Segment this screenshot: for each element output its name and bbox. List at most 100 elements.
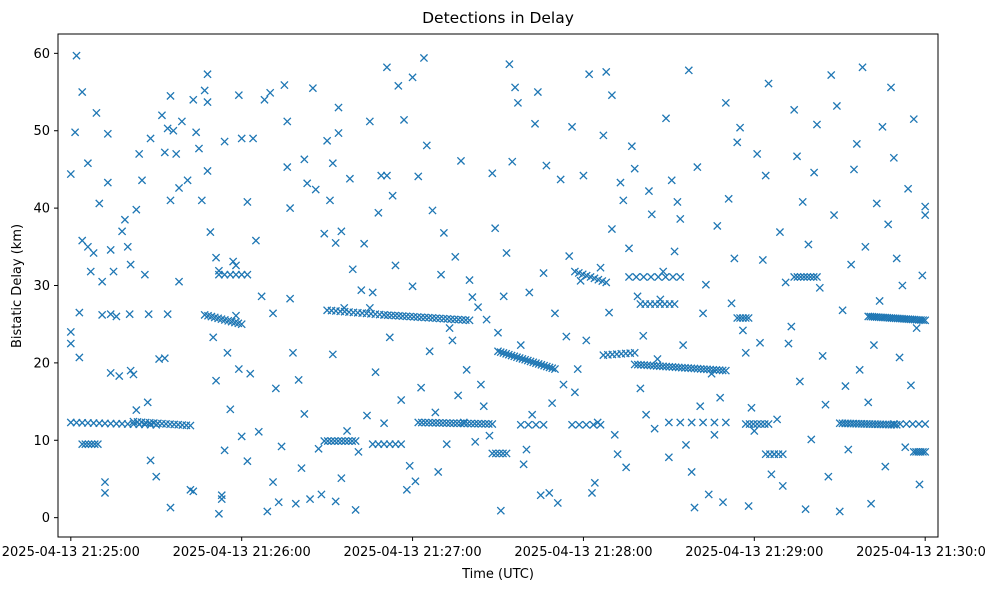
detection-marker (664, 453, 673, 462)
detection-marker (764, 419, 773, 429)
detection-marker (667, 176, 676, 185)
detection-marker (515, 353, 524, 363)
detection-marker (522, 445, 531, 454)
detection-marker (690, 503, 699, 512)
detection-marker (661, 114, 671, 123)
detection-marker (741, 348, 750, 357)
detection-marker (590, 478, 599, 487)
detection-marker (677, 363, 686, 372)
detection-marker (103, 178, 112, 187)
detection-marker (203, 70, 212, 79)
y-tick-label: 10 (33, 434, 50, 449)
detection-marker (388, 191, 397, 200)
detection-marker (687, 467, 696, 477)
detection-marker (217, 495, 226, 504)
detection-marker (243, 457, 252, 466)
detection-marker (718, 366, 727, 375)
detection-marker (496, 348, 505, 357)
detection-marker (189, 95, 198, 104)
detection-marker (698, 309, 708, 318)
detection-marker (918, 447, 927, 456)
detection-marker (835, 507, 844, 516)
detection-marker (738, 326, 747, 335)
detection-marker (624, 244, 634, 253)
detection-marker (428, 206, 437, 215)
detection-marker (327, 436, 336, 446)
detection-marker (533, 87, 542, 97)
detection-marker (513, 98, 522, 107)
detection-marker (498, 449, 508, 458)
detection-marker (796, 272, 805, 282)
detection-marker (684, 364, 693, 373)
detection-marker (214, 266, 223, 275)
detection-marker (231, 261, 241, 270)
detection-marker (730, 254, 739, 263)
detection-marker (448, 336, 457, 345)
detection-marker (576, 276, 585, 285)
detection-marker (166, 503, 175, 512)
detection-marker (72, 51, 81, 60)
detection-marker (886, 83, 896, 92)
detection-marker (741, 313, 750, 323)
x-tick-label: 2025-04-13 21:28:00 (514, 545, 652, 560)
detection-marker (479, 402, 488, 411)
detection-marker (531, 359, 541, 368)
detection-marker (468, 293, 477, 302)
detection-marker (806, 272, 815, 282)
detection-marker (300, 155, 309, 164)
detection-marker (607, 224, 616, 234)
detection-marker (243, 197, 252, 206)
detection-marker (496, 506, 505, 515)
detection-marker (317, 490, 326, 499)
detection-marker (172, 149, 181, 159)
detection-marker (226, 405, 235, 414)
detection-marker (163, 124, 172, 133)
detection-marker (368, 288, 377, 297)
detection-marker (872, 199, 881, 208)
detection-marker (87, 440, 96, 449)
detection-marker (344, 436, 353, 446)
detection-marker (203, 166, 212, 176)
detection-marker (773, 415, 782, 424)
detection-marker (66, 327, 75, 336)
x-tick-label: 2025-04-13 21:29:00 (685, 545, 823, 560)
detection-marker (135, 149, 144, 159)
detection-marker (66, 170, 75, 179)
detection-marker (545, 488, 554, 497)
detection-marker (741, 419, 750, 429)
detection-marker (668, 272, 678, 282)
detection-marker (345, 174, 354, 183)
detection-marker (829, 211, 839, 220)
detection-marker (753, 419, 762, 429)
detection-marker (488, 449, 497, 458)
detection-marker (698, 418, 708, 427)
detection-marker (744, 313, 753, 323)
detection-marker (214, 509, 223, 518)
detection-marker (174, 183, 184, 193)
detection-marker (758, 255, 767, 265)
detection-marker (639, 331, 648, 340)
detection-marker (889, 419, 898, 429)
detection-marker (573, 365, 582, 374)
detection-marker (98, 277, 107, 286)
detection-marker (721, 418, 730, 427)
detection-marker (852, 139, 861, 148)
detection-marker (636, 384, 645, 393)
detection-marker (908, 419, 917, 429)
detection-marker (502, 449, 511, 458)
detection-marker (864, 398, 873, 407)
detection-marker (724, 194, 733, 203)
detection-marker (357, 286, 366, 295)
detection-marker (792, 152, 802, 161)
detection-marker (343, 426, 352, 436)
detection-marker (467, 419, 476, 428)
detection-marker (575, 420, 584, 429)
detection-marker (382, 63, 391, 72)
detection-marker (234, 365, 243, 374)
detection-marker (405, 461, 414, 470)
detection-marker (438, 418, 448, 428)
detection-marker (550, 365, 560, 374)
detection-marker (81, 440, 90, 449)
detection-marker (812, 120, 822, 129)
